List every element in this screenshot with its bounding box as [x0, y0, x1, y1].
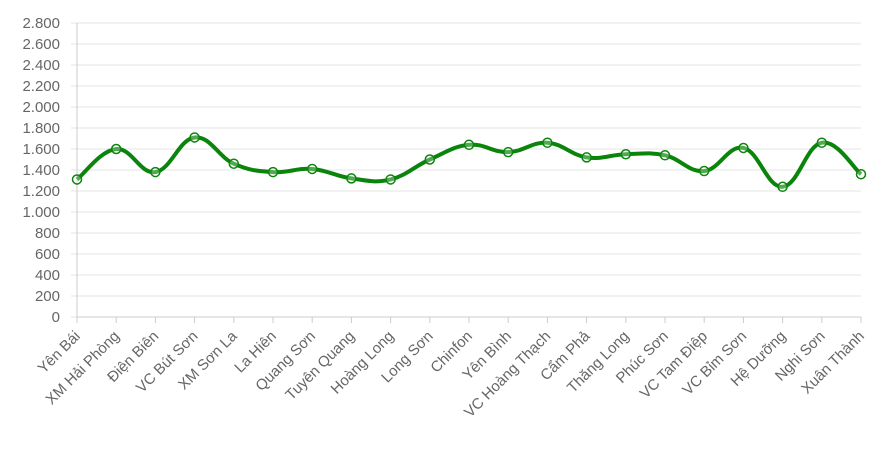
y-tick-label: 2.000 [22, 99, 60, 116]
point [463, 139, 475, 151]
y-tick-label: 1.200 [22, 183, 60, 200]
y-tick-label: 1.400 [22, 162, 60, 179]
y-tick-label: 400 [35, 267, 60, 284]
y-tick-label: 2.800 [22, 15, 60, 32]
point [777, 181, 788, 193]
point [228, 158, 240, 169]
point [110, 143, 122, 155]
y-tick-label: 1.800 [22, 120, 60, 137]
point [698, 165, 710, 177]
point [659, 150, 671, 161]
y-tick-label: 1.600 [22, 141, 60, 158]
point [346, 173, 357, 184]
y-tick-label: 600 [35, 246, 60, 263]
point [267, 166, 279, 178]
point [542, 137, 553, 148]
y-tick-label: 800 [35, 225, 60, 242]
point [502, 146, 514, 158]
point [620, 149, 632, 160]
point [71, 174, 83, 185]
y-tick-label: 1.000 [22, 204, 60, 221]
point [424, 154, 436, 165]
point [189, 132, 200, 143]
y-tick-label: 200 [35, 288, 60, 305]
y-tick-label: 2.400 [22, 57, 60, 74]
y-tick-label: 2.200 [22, 78, 60, 95]
point [385, 174, 396, 185]
point [855, 168, 867, 180]
point [738, 142, 749, 154]
point [581, 152, 592, 163]
y-tick-label: 2.600 [22, 36, 60, 53]
point [306, 163, 318, 175]
y-tick-label: 0 [52, 309, 60, 326]
point [150, 166, 161, 178]
line [75, 135, 863, 189]
point [816, 137, 828, 148]
